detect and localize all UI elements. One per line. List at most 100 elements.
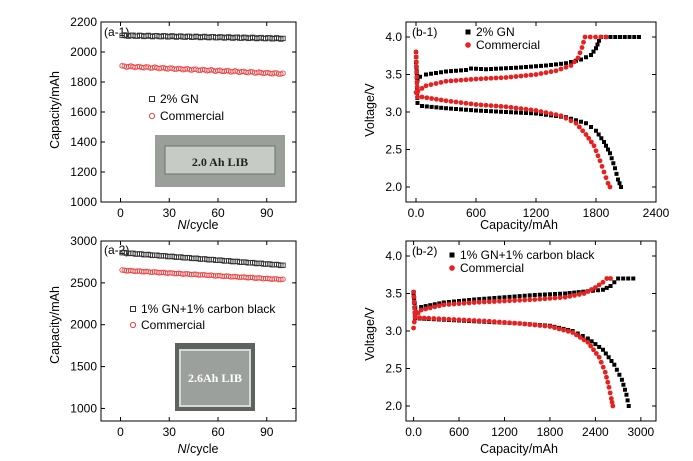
b2-data-point [565, 328, 571, 334]
b1-data-point [498, 103, 504, 109]
a1-legend-marker [148, 112, 156, 120]
b1-data-point [413, 49, 419, 55]
b1-ytick-label: 4.0 [385, 30, 402, 44]
a1-legend-label: Commercial [160, 109, 224, 123]
b1-data-point [414, 89, 420, 95]
b1-data-point [619, 185, 623, 189]
b2-data-point [552, 292, 557, 296]
b1-data-point [458, 77, 464, 83]
b1-data-point [493, 75, 499, 81]
b1-data-point [579, 119, 583, 124]
b1-data-point [613, 35, 618, 39]
b2-ytick-label: 2.5 [385, 362, 402, 376]
b1-data-point [509, 110, 513, 115]
panel-b1-voltage-vs-capacity: Voltage/V Capacity/mAh 0.0 600 1200 1800 240… [363, 21, 670, 232]
b1-data-point [528, 107, 534, 113]
b2-data-point [466, 317, 472, 323]
b1-data-point [434, 71, 438, 75]
b2-data-point [626, 404, 631, 408]
b1-data-point [424, 72, 428, 77]
b1-data-point [564, 61, 568, 66]
b1-data-point [504, 110, 508, 114]
b2-data-point [476, 299, 482, 305]
b2-data-point [507, 320, 512, 326]
b2-data-point [486, 318, 492, 324]
a1-ytick-label: 2200 [70, 15, 97, 29]
b1-data-point [414, 74, 420, 80]
b1-data-point [499, 66, 503, 71]
b2-data-point [585, 289, 591, 294]
b2-data-point [547, 295, 553, 301]
b2-data-point [542, 323, 548, 329]
b1-data-point [632, 35, 637, 39]
a1-legend-marker [149, 96, 155, 102]
b1-data-point [579, 45, 585, 50]
b1-data-point [528, 72, 534, 78]
b2-data-point [411, 325, 416, 331]
b1-data-point [453, 99, 459, 105]
b1-data-point [488, 103, 494, 109]
b1-data-point [568, 63, 574, 68]
b1-panel-label: (b-1) [412, 25, 437, 39]
b2-xtick-label: 600 [449, 425, 469, 439]
b1-data-point [577, 50, 583, 56]
b1-data-point [593, 34, 598, 40]
b2-data-point [431, 316, 437, 321]
b2-data-point [446, 316, 452, 322]
b2-data-point [592, 285, 598, 290]
b2-xlabel: Capacity/mAh [480, 442, 558, 456]
b2-data-point [616, 276, 621, 281]
b1-data-point [498, 75, 504, 81]
b1-data-point [591, 143, 597, 149]
b1-data-point [549, 62, 553, 67]
b2-data-point [423, 306, 429, 312]
b1-data-point [519, 110, 523, 115]
a2-legend-label: 1% GN+1% carbon black [141, 302, 276, 316]
b2-data-point [567, 293, 573, 299]
a1-xlabel: N/cycle [178, 218, 219, 232]
b2-data-point [600, 279, 606, 285]
b2-data-point [527, 293, 532, 298]
b1-data-point [453, 78, 459, 83]
b2-data-point [585, 336, 590, 341]
a2-ytick-label: 1000 [70, 401, 97, 415]
a1-ytick-label: 1600 [70, 105, 97, 119]
b1-data-point [474, 108, 478, 113]
b2-data-point [614, 367, 619, 372]
b1-data-point [543, 110, 549, 115]
b2-data-point [625, 398, 630, 403]
b1-data-point [503, 104, 509, 110]
b1-data-point [463, 77, 469, 83]
b1-data-point [548, 111, 554, 117]
b1-data-point [524, 111, 528, 115]
a2-ylabel: Capacity/mAh [48, 286, 62, 364]
b1-data-point [544, 63, 548, 68]
b2-data-point [512, 294, 517, 299]
b1-data-point [573, 120, 579, 126]
b2-data-point [572, 290, 577, 295]
b2-data-point [491, 319, 497, 325]
b2-data-point [585, 339, 591, 345]
b1-data-point [463, 100, 469, 106]
a1-legend-label: 2% GN [160, 92, 199, 106]
b1-data-point [575, 55, 581, 61]
b1-data-point [603, 175, 609, 181]
b1-data-point [413, 59, 419, 65]
b1-data-point [586, 135, 592, 141]
a2-legend-marker [130, 306, 136, 312]
a1-ytick-label: 1800 [70, 75, 97, 89]
a1-data-point [280, 35, 286, 42]
b2-data-point [591, 347, 596, 353]
a1-photo-label: 2.0 Ah LIB [192, 155, 248, 169]
b1-data-point [607, 184, 613, 190]
b2-xtick-label: 0.0 [405, 425, 422, 439]
a1-xtick-label: 30 [163, 206, 177, 220]
b1-data-point [576, 124, 582, 130]
b1-data-point [518, 106, 524, 112]
b1-data-point [469, 108, 473, 113]
b1-data-point [595, 42, 600, 47]
b1-data-point [514, 65, 518, 70]
a2-data-point [280, 276, 286, 282]
b1-data-point [553, 112, 559, 118]
b1-data-point [473, 102, 479, 107]
